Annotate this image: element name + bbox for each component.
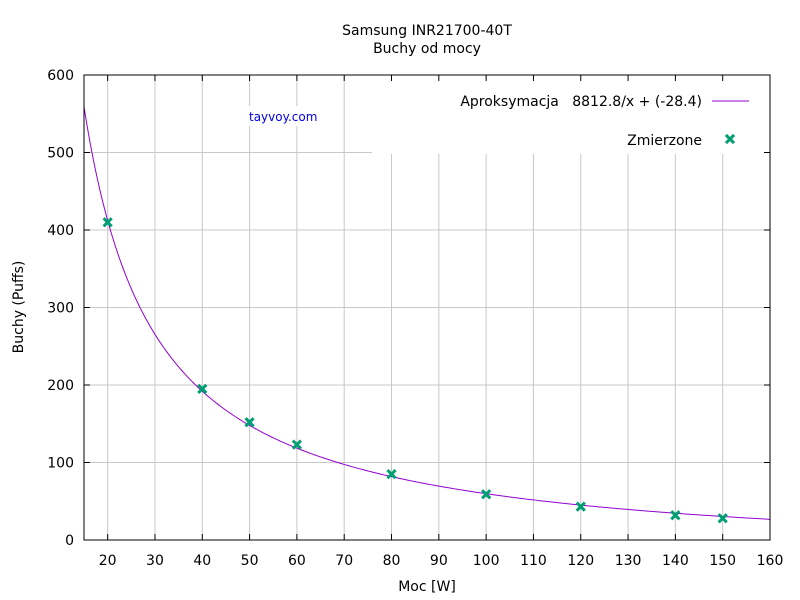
x-tick-label: 70 [335,553,353,569]
y-axis-label: Buchy (Puffs) [11,261,27,354]
data-point [102,217,113,228]
x-tick-label: 20 [99,553,117,569]
x-tick-label: 130 [615,553,642,569]
watermark-text: tayvoy.com [249,110,317,124]
chart-subtitle: Buchy od mocy [373,41,481,57]
legend-label-fit: Aproksymacja 8812.8/x + (-28.4) [460,94,702,110]
y-tick-label: 0 [65,533,74,549]
series [83,106,771,524]
x-tick-label: 40 [193,553,211,569]
data-point [386,469,397,480]
x-tick-label: 160 [757,553,784,569]
x-tick-label: 30 [146,553,164,569]
y-tick-label: 200 [47,378,74,394]
data-point [575,501,586,512]
data-point [197,383,208,394]
x-tick-label: 80 [383,553,401,569]
x-tick-label: 120 [567,553,594,569]
chart-title: Samsung INR21700-40T [342,23,512,39]
legend: Aproksymacja 8812.8/x + (-28.4) Zmierzon… [460,94,749,149]
x-axis-label: Moc [W] [398,579,456,595]
y-tick-label: 400 [47,223,74,239]
data-point [291,439,303,450]
watermark-background [245,106,329,126]
x-tick-label: 100 [473,553,500,569]
x-tick-label: 140 [662,553,689,569]
y-tick-label: 500 [47,146,74,162]
axis-ticks: 20 30 40 50 60 70 80 90 100 110 120 130 140 150 160 0 10… [47,68,783,569]
x-tick-label: 90 [430,553,448,569]
x-tick-label: 150 [709,553,736,569]
x-tick-label: 110 [520,553,547,569]
y-tick-label: 300 [47,301,74,317]
x-tick-label: 50 [241,553,259,569]
legend-box [372,76,769,154]
x-tick-label: 60 [288,553,306,569]
y-tick-label: 100 [47,456,74,472]
legend-point-marker [724,133,736,145]
y-tick-label: 600 [47,68,74,84]
fit-curve [83,106,771,520]
data-point [481,489,492,500]
data-point [244,417,255,428]
legend-label-measured: Zmierzone [627,133,702,149]
data-point [717,513,728,524]
data-point [670,510,681,521]
watermark-box [245,106,329,126]
legend-swatch-measured [724,133,736,145]
legend-background [372,76,769,154]
